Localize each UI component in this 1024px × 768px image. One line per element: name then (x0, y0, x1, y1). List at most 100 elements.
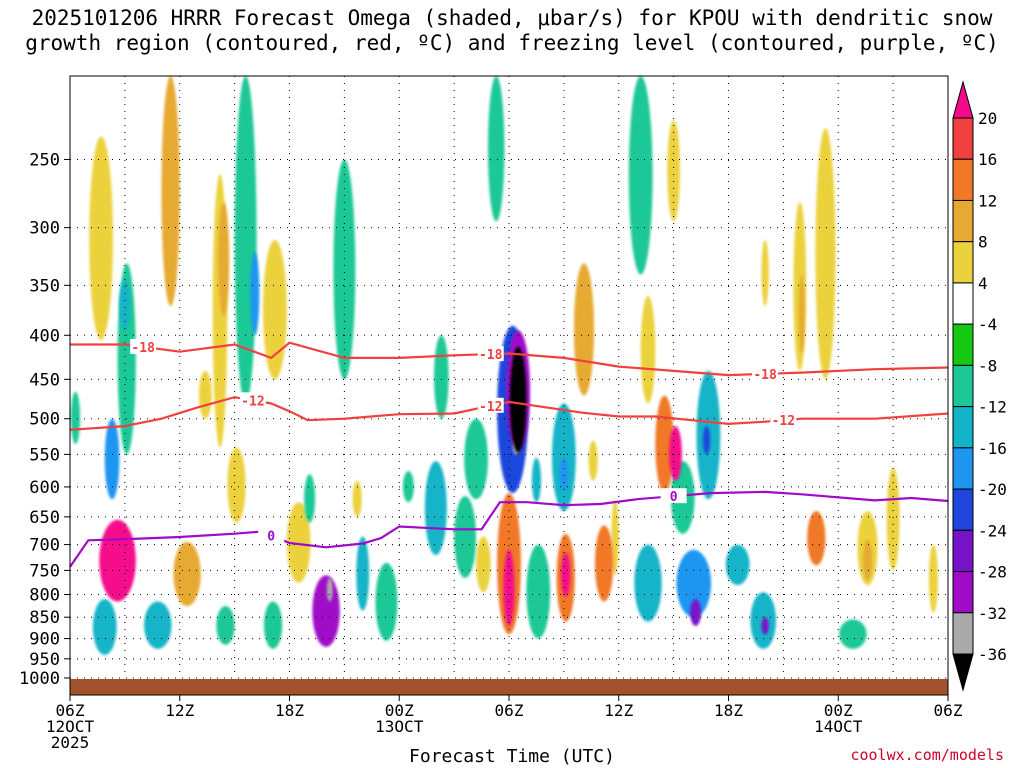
omega-cell-32 (464, 418, 488, 500)
omega-cell-66 (702, 426, 711, 455)
colorbar-label-4: 4 (978, 274, 988, 293)
omega-cell-38 (798, 274, 805, 354)
contour-label-bg-2-0 (258, 527, 285, 543)
omega-cell-16 (886, 467, 900, 571)
omega-cell-24 (234, 76, 257, 404)
y-tick-label-300: 300 (29, 219, 60, 239)
omega-cell-7 (476, 536, 491, 593)
omega-cell-36 (628, 76, 653, 275)
y-tick-label-650: 650 (29, 508, 60, 528)
colorbar-box-7 (952, 364, 974, 408)
colorbar-label-12: -32 (978, 604, 1007, 623)
colorbar-label-13: -36 (978, 645, 1007, 664)
y-tick-label-750: 750 (29, 561, 60, 581)
omega-cell-3 (227, 447, 246, 523)
omega-cell-57 (104, 418, 120, 500)
omega-cell-6 (352, 480, 362, 517)
y-tick-label-400: 400 (29, 326, 60, 346)
x-tick-label-30-0: 12Z (604, 701, 633, 720)
colorbar-label-6: -8 (978, 356, 997, 375)
omega-cell-22 (218, 201, 230, 317)
omega-cell-71 (326, 577, 333, 602)
colorbar-label-1: 16 (978, 150, 997, 169)
omega-cell-35 (573, 263, 595, 396)
omega-cell-52 (655, 395, 674, 494)
omega-cell-73 (509, 346, 527, 453)
colorbar-label-10: -24 (978, 521, 1007, 540)
contour-label-bg-1-2 (770, 412, 797, 428)
contour-label-bg-0-2 (752, 365, 779, 381)
colorbar-label-3: 8 (978, 233, 988, 252)
y-tick-label-250: 250 (29, 150, 60, 170)
omega-cell-56 (807, 511, 826, 566)
x-tick-label-24-0: 06Z (495, 701, 524, 720)
omega-cell-58 (250, 251, 260, 336)
colorbar-label-0: 20 (978, 109, 997, 128)
omega-cell-23 (216, 606, 235, 645)
omega-cell-28 (375, 562, 398, 641)
contour-label-2-0: 0 (267, 529, 275, 544)
contour-label-bg-2-1 (660, 488, 687, 504)
contour-label-1-0: -12 (241, 394, 264, 409)
x-tick-label-42-0: 00Z (824, 701, 853, 720)
omega-cell-14 (815, 128, 836, 380)
omega-cell-43 (144, 601, 172, 649)
omega-cell-17 (928, 544, 938, 613)
colorbar-box-6 (952, 323, 974, 366)
omega-cell-26 (304, 474, 316, 523)
x-tick-label-48-0: 06Z (934, 701, 963, 720)
y-tick-label-900: 900 (29, 630, 60, 650)
colorbar-bottom-arrow (952, 653, 974, 692)
omega-cell-9 (611, 499, 619, 576)
omega-cell-21 (173, 541, 201, 607)
contour-label-2-1: 0 (670, 490, 678, 505)
x-axis-title: Forecast Time (UTC) (409, 746, 615, 767)
y-tick-label-550: 550 (29, 445, 60, 465)
omega-cell-50 (594, 525, 614, 602)
colorbar-top-arrow (952, 80, 974, 119)
x-tick-label-0-0: 06Z (56, 701, 85, 720)
y-tick-label-800: 800 (29, 586, 60, 606)
omega-cell-61 (99, 519, 136, 602)
axes: 2503003504004505005506006507007508008509… (19, 75, 963, 752)
colorbar-box-12 (952, 571, 974, 614)
x-tick-label-0-2: 2025 (51, 733, 90, 752)
omega-cell-47 (531, 457, 542, 503)
chart-title-line1: 2025101206 HRRR Forecast Omega (shaded, … (31, 6, 993, 30)
y-tick-label-850: 850 (29, 608, 60, 628)
gridlines (69, 76, 949, 679)
omega-cell-59 (559, 457, 569, 491)
colorbar-box-1 (952, 117, 974, 160)
omega-cell-31 (454, 496, 477, 578)
y-tick-label-600: 600 (29, 478, 60, 498)
omega-cell-33 (487, 75, 505, 222)
colorbar-label-2: 12 (978, 191, 997, 210)
y-tick-label-500: 500 (29, 410, 60, 430)
chart-title: 2025101206 HRRR Forecast Omega (shaded, … (0, 6, 1024, 56)
colorbar-label-7: -12 (978, 398, 1007, 417)
omega-cell-67 (690, 599, 702, 626)
y-tick-label-700: 700 (29, 536, 60, 556)
x-tick-label-42-1: 14OCT (814, 717, 863, 736)
ground-strip (70, 679, 948, 695)
x-tick-label-18-0: 00Z (385, 701, 414, 720)
contour-label-0-1: -18 (479, 348, 503, 363)
colorbar-box-5 (952, 282, 974, 325)
x-tick-label-0-1: 12OCT (46, 717, 95, 736)
y-tick-label-450: 450 (29, 370, 60, 390)
colorbar-label-9: -20 (978, 480, 1007, 499)
omega-cell-29 (402, 471, 414, 503)
omega-cell-69 (312, 575, 340, 647)
x-tick-label-6-0: 12Z (165, 701, 194, 720)
omega-cell-65 (669, 426, 682, 481)
colorbar-box-13 (952, 612, 974, 655)
omega-cell-1 (198, 370, 212, 419)
colorbar-label-8: -16 (978, 439, 1007, 458)
y-tick-label-1000: 1000 (19, 669, 60, 689)
chart-title-line2: growth region (contoured, red, ºC) and f… (25, 31, 999, 55)
contour-label-0-0: -18 (131, 341, 155, 356)
omega-cell-64 (561, 552, 571, 597)
omega-cell-11 (667, 120, 681, 222)
site-credit[interactable]: coolwx.com/models (850, 746, 1004, 764)
